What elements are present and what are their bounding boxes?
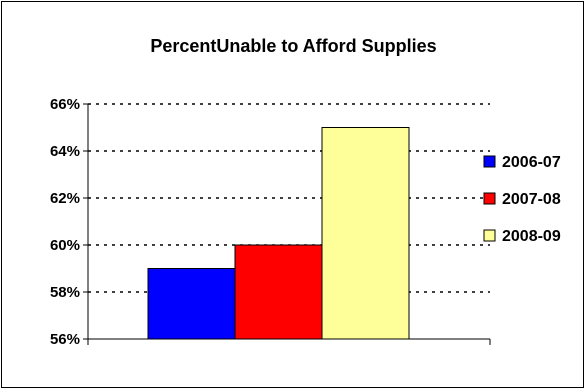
y-tick-label: 64% bbox=[50, 143, 80, 160]
bar-2008-09 bbox=[321, 127, 410, 340]
bar-2006-07 bbox=[147, 268, 236, 340]
legend-label: 2007-08 bbox=[502, 191, 561, 208]
y-tick-label: 58% bbox=[50, 284, 80, 301]
y-axis-tick-labels: 56% 58% 60% 62% 64% 66% bbox=[50, 96, 491, 348]
bar-2007-08 bbox=[234, 244, 323, 340]
bars bbox=[147, 127, 410, 340]
legend-swatch bbox=[483, 229, 496, 242]
y-tick-label: 66% bbox=[50, 96, 80, 113]
y-tick-label: 60% bbox=[50, 237, 80, 254]
chart-title: PercentUnable to Afford Supplies bbox=[150, 36, 437, 56]
legend-label: 2008-09 bbox=[502, 228, 561, 245]
y-tick-label: 56% bbox=[50, 331, 80, 348]
legend-swatch bbox=[483, 192, 496, 205]
legend: 2006-07 2007-08 2008-09 bbox=[483, 154, 561, 245]
y-tick-label: 62% bbox=[50, 190, 80, 207]
legend-swatch bbox=[483, 155, 496, 168]
legend-label: 2006-07 bbox=[502, 154, 561, 171]
